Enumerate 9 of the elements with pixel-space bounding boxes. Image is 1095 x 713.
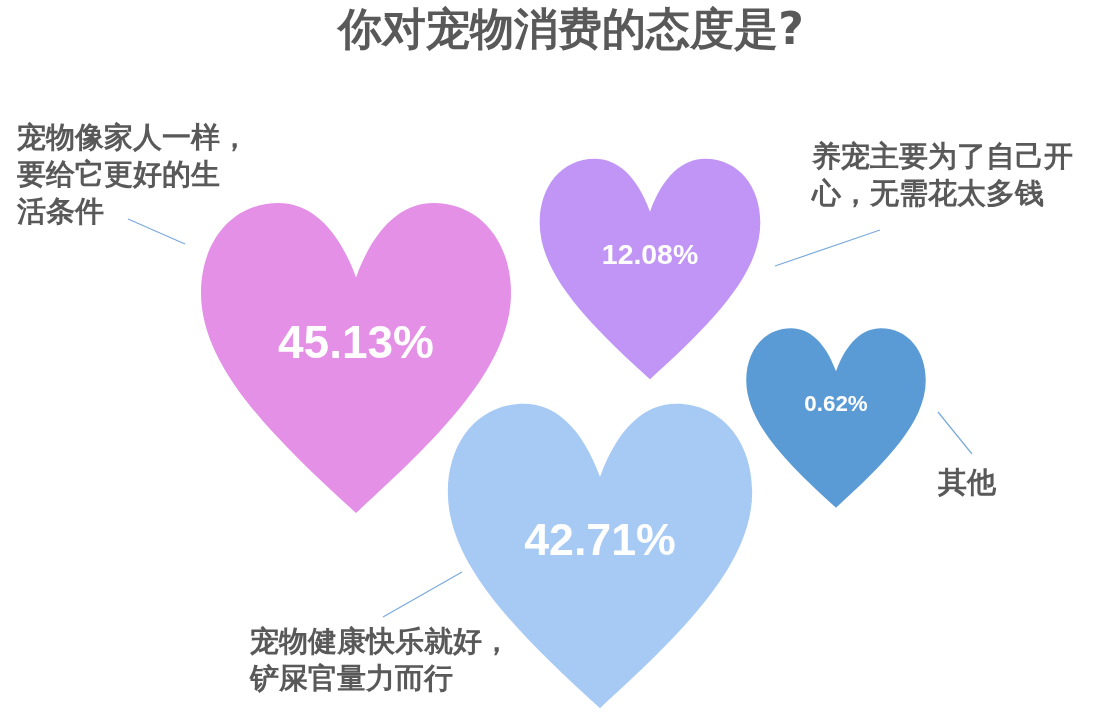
data-label: 12.08% bbox=[601, 238, 699, 270]
category-label: 养宠主要为了自己开心，无需花太多钱 bbox=[810, 139, 1073, 210]
category-label: 宠物健康快乐就好，铲屎官量力而行 bbox=[249, 624, 511, 695]
text: 你对宠物消费的态度是? bbox=[336, 3, 804, 54]
category-label: 宠物像家人一样，要给它更好的生活条件 bbox=[16, 120, 249, 228]
data-label: 45.13% bbox=[277, 316, 435, 368]
data-label: 0.62% bbox=[804, 391, 868, 416]
category-label: 其他 bbox=[937, 465, 997, 499]
data-label: 42.71% bbox=[524, 515, 676, 564]
